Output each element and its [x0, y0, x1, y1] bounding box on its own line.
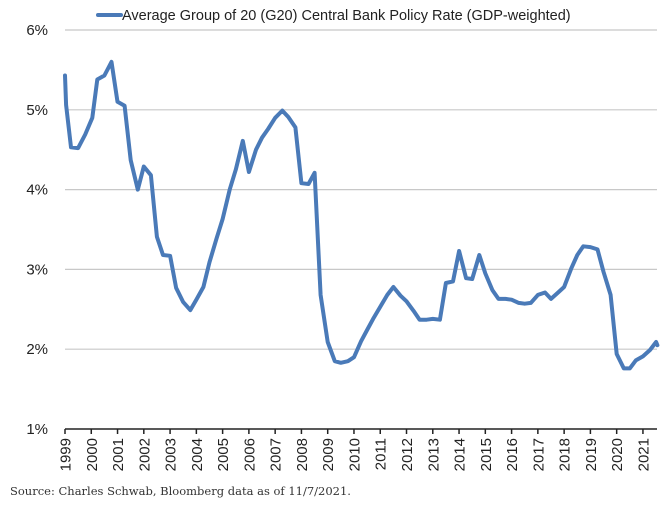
x-tick-label: 2012 [399, 438, 416, 471]
y-axis-tick-labels: 6% 5% 4% 3% 2% 1% [26, 22, 48, 438]
y-tick-label: 3% [26, 261, 48, 278]
legend-label: Average Group of 20 (G20) Central Bank P… [122, 8, 571, 24]
x-tick-label: 2021 [635, 438, 652, 471]
y-tick-label: 1% [26, 421, 48, 438]
x-axis-ticks [64, 429, 644, 434]
source-note: Source: Charles Schwab, Bloomberg data a… [10, 484, 351, 498]
x-tick-label: 2015 [478, 438, 495, 471]
x-tick-label: 1999 [58, 438, 75, 471]
x-tick-label: 2001 [110, 438, 127, 471]
x-tick-label: 2011 [373, 438, 390, 470]
x-tick-label: 2020 [609, 438, 626, 471]
x-tick-label: 2017 [530, 438, 547, 471]
x-tick-label: 2003 [163, 438, 180, 471]
x-tick-label: 2013 [425, 438, 442, 471]
x-axis-tick-labels: 1999 2000 2001 2002 2003 2004 2005 2006 2007 2008… [58, 438, 653, 471]
legend: Average Group of 20 (G20) Central Bank P… [96, 8, 571, 24]
x-tick-label: 2000 [84, 438, 101, 471]
x-tick-label: 2009 [320, 438, 337, 471]
x-tick-label: 2018 [557, 438, 574, 471]
x-tick-label: 2008 [294, 438, 311, 471]
y-tick-label: 2% [26, 341, 48, 358]
x-tick-label: 2010 [346, 438, 363, 471]
line-chart: 6% 5% 4% 3% 2% 1% 1999 2000 2001 2002 2003 2004 200… [26, 8, 660, 471]
x-tick-label: 2002 [136, 438, 153, 471]
series-line-g20-policy-rate [63, 59, 660, 371]
y-tick-label: 5% [26, 102, 48, 119]
x-tick-label: 2004 [189, 438, 206, 471]
x-tick-label: 2005 [215, 438, 232, 471]
x-tick-label: 2014 [452, 438, 469, 471]
y-tick-label: 6% [26, 22, 48, 39]
x-tick-label: 2007 [268, 438, 285, 471]
gridlines [65, 29, 657, 350]
x-tick-label: 2019 [583, 438, 600, 471]
x-tick-label: 2016 [504, 438, 521, 471]
x-tick-label: 2006 [241, 438, 258, 471]
y-tick-label: 4% [26, 182, 48, 199]
